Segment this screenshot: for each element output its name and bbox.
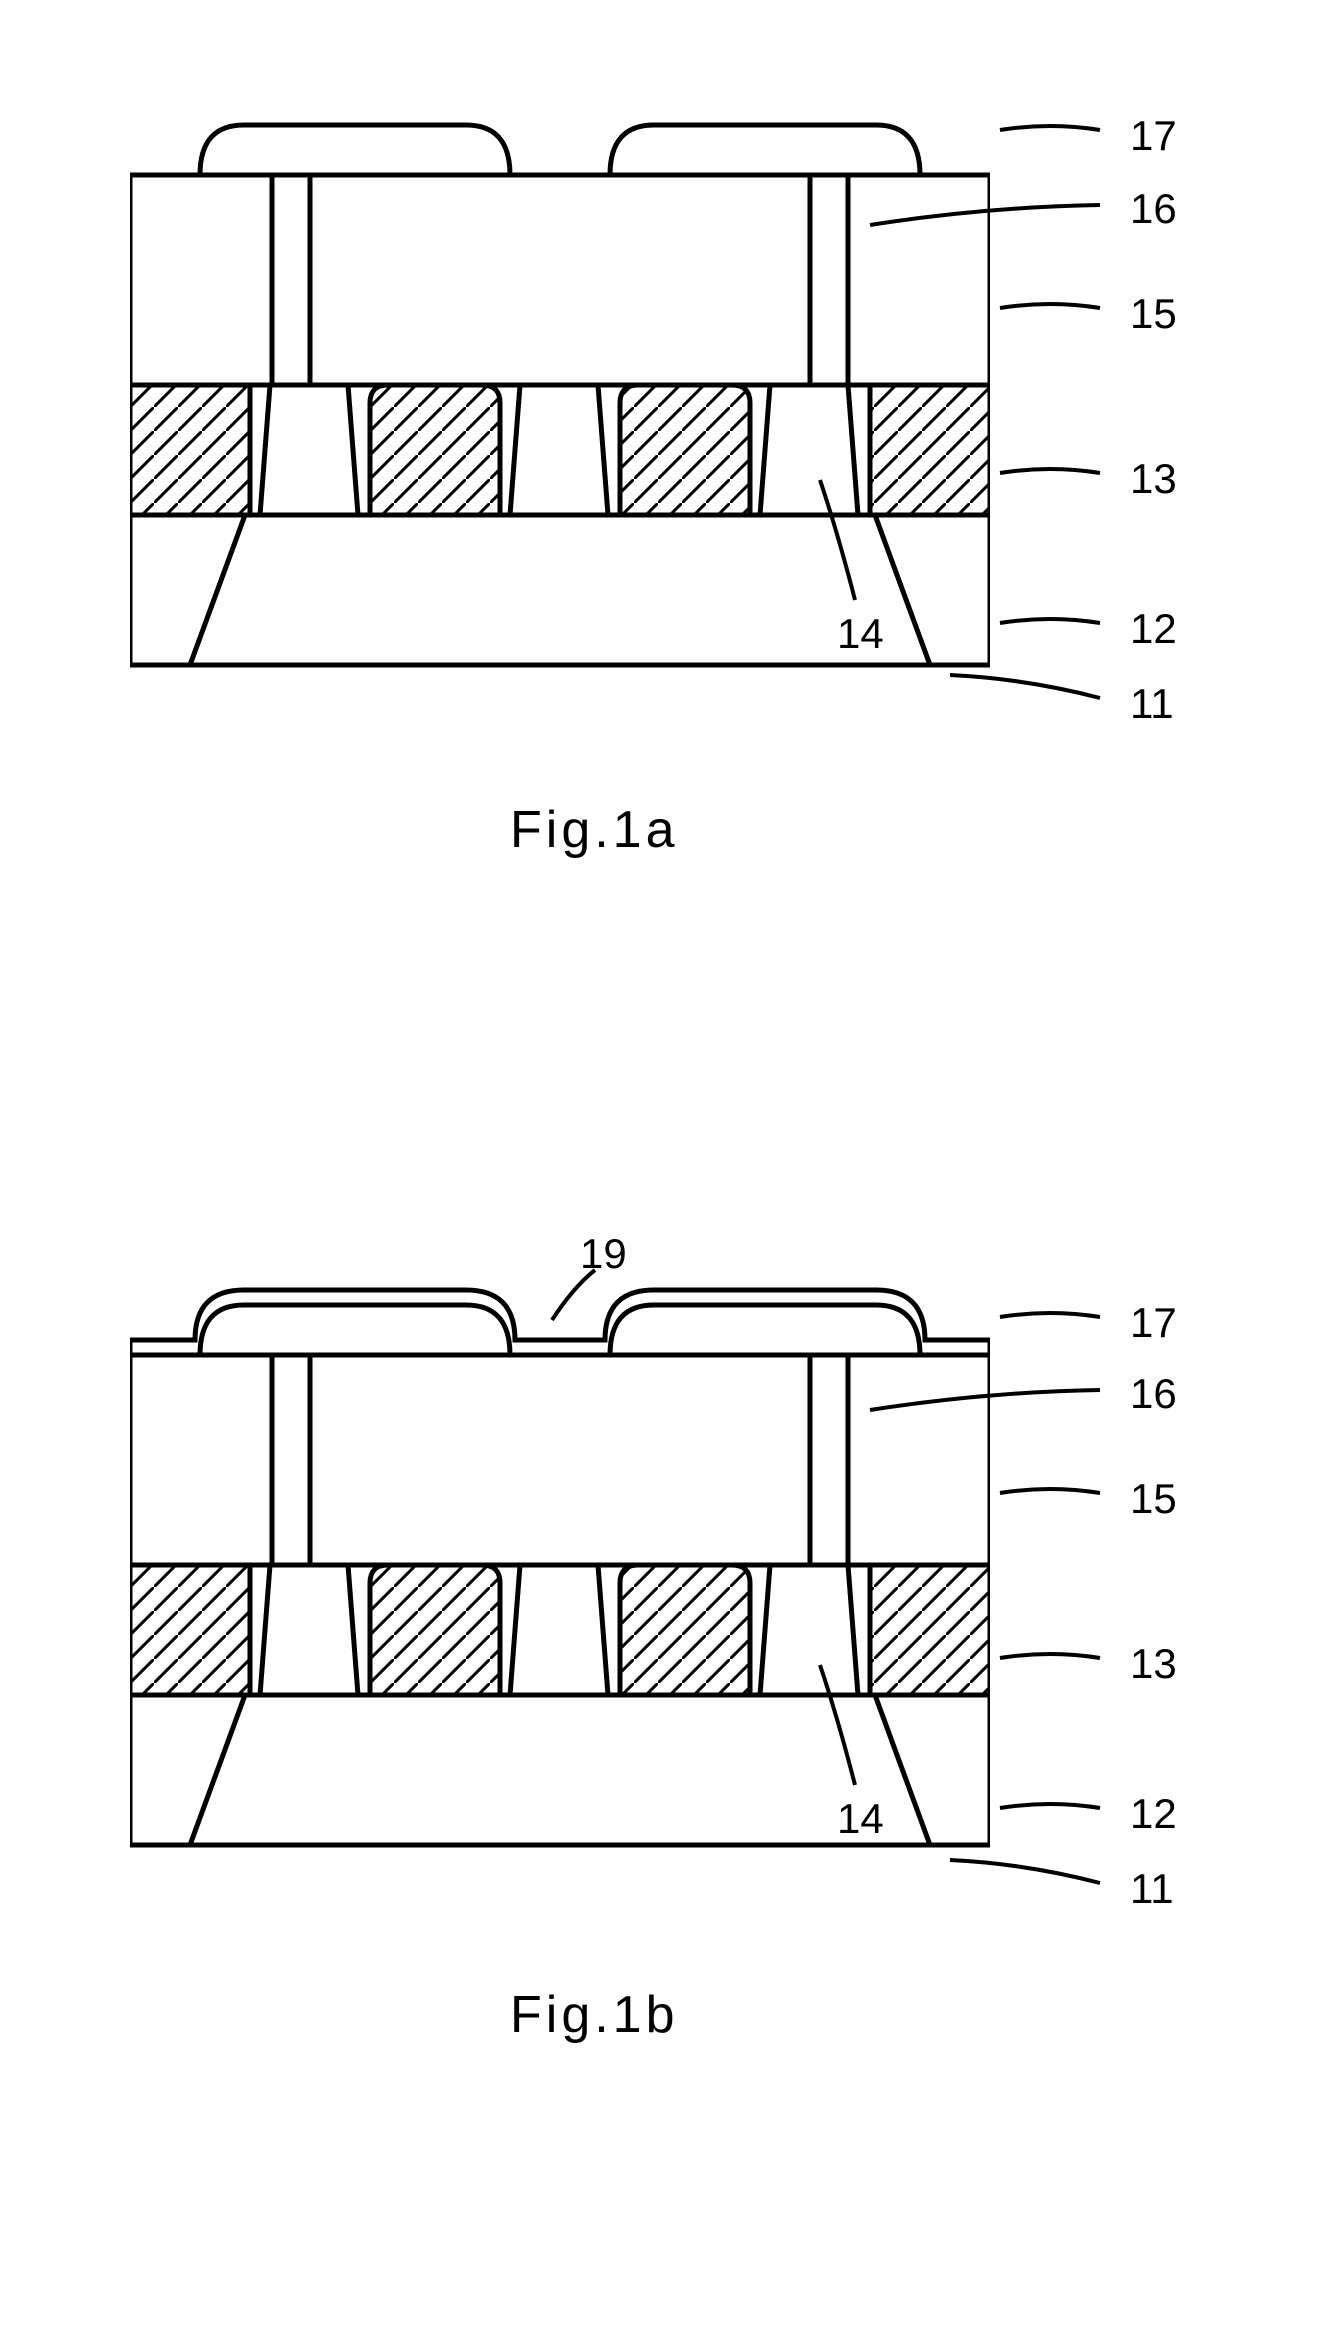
callout-12: 12 [1130, 1790, 1177, 1838]
callout-11: 11 [1130, 680, 1174, 728]
callout-17: 17 [1130, 1299, 1177, 1347]
callout-17: 17 [1130, 112, 1177, 160]
callout-11: 11 [1130, 1865, 1174, 1913]
callout-19: 19 [580, 1230, 627, 1278]
callout-14: 14 [837, 1795, 884, 1843]
callout-16: 16 [1130, 1370, 1177, 1418]
callout-13: 13 [1130, 455, 1177, 503]
callout-15: 15 [1130, 1475, 1177, 1523]
figure-caption: Fig.1b [510, 1985, 679, 2045]
callout-12: 12 [1130, 605, 1177, 653]
callout-15: 15 [1130, 290, 1177, 338]
figure-caption: Fig.1a [510, 800, 679, 860]
callout-16: 16 [1130, 185, 1177, 233]
callout-13: 13 [1130, 1640, 1177, 1688]
callout-14: 14 [837, 610, 884, 658]
